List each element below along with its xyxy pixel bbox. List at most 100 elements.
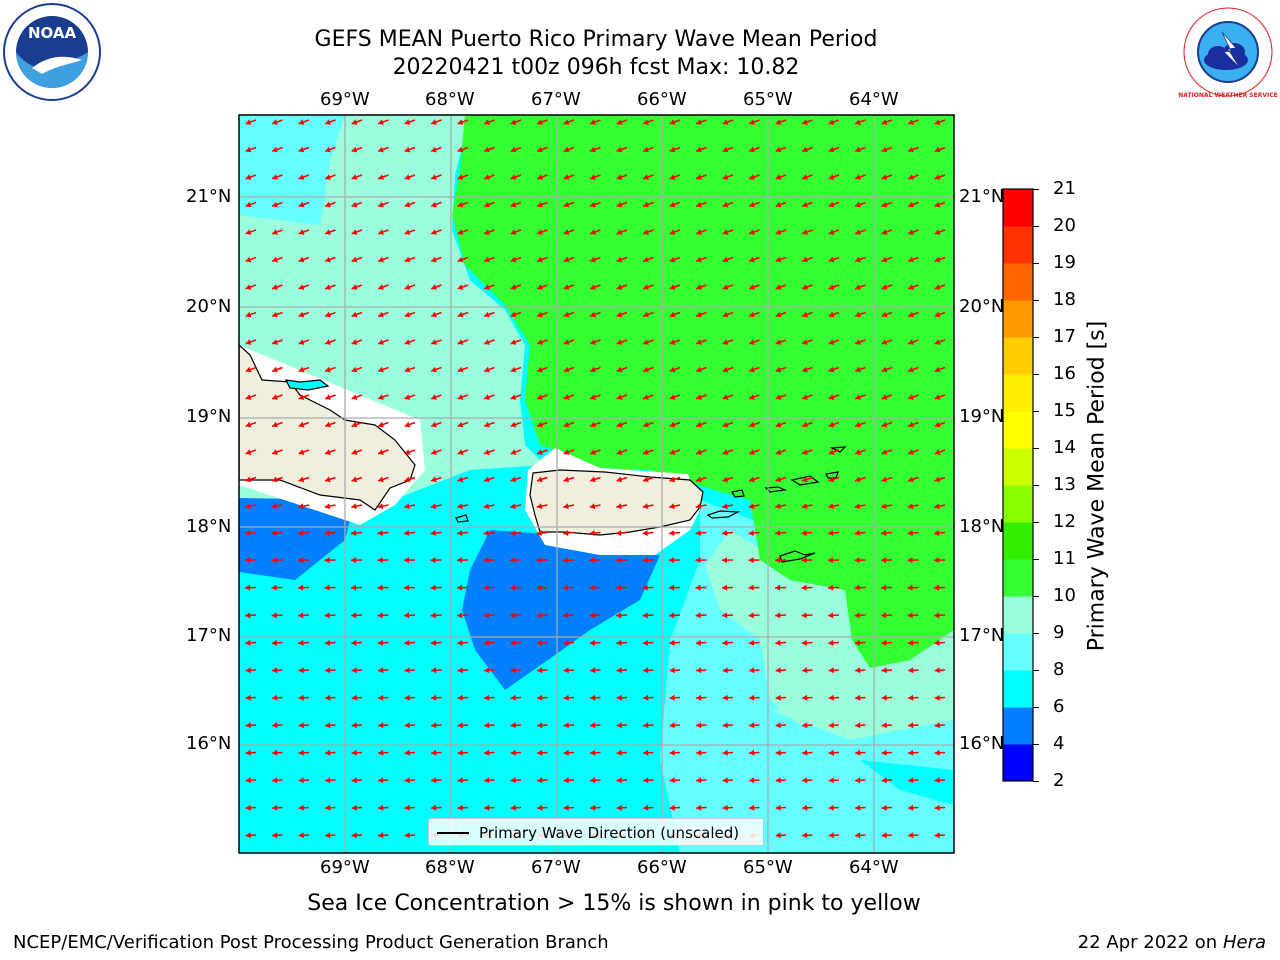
wave-arrow-head — [404, 201, 411, 208]
wave-arrow-head — [325, 339, 331, 345]
wave-arrow-head — [696, 229, 702, 235]
wave-arrow-head — [537, 284, 543, 290]
wave-arrow-head — [377, 639, 384, 646]
wave-arrow-head — [590, 119, 596, 125]
wave-arrow-head — [881, 612, 887, 619]
wave-arrow-head — [696, 777, 702, 784]
wave-arrow-head — [298, 201, 305, 208]
wave-arrow-head — [855, 421, 861, 428]
wave-arrow-head — [669, 339, 676, 345]
wave-arrow-head — [801, 557, 807, 564]
wave-arrow-head — [457, 639, 463, 646]
wave-arrow-head — [775, 639, 781, 646]
wave-arrow-head — [616, 804, 622, 811]
wave-arrow-head — [510, 256, 517, 263]
wave-arrow-head — [934, 256, 941, 263]
wave-arrow-head — [934, 339, 941, 345]
wave-arrow-head — [245, 421, 252, 428]
colorbar-tick-label: 10 — [1053, 585, 1076, 606]
wave-arrow-head — [298, 476, 305, 483]
wave-arrow-head — [431, 339, 437, 345]
wave-direction-arrows — [244, 119, 946, 839]
wave-arrow-head — [404, 749, 410, 756]
wave-arrow-head — [669, 256, 676, 263]
wave-arrow-head — [722, 421, 729, 428]
wave-arrow-head — [934, 146, 941, 153]
wave-arrow-head — [325, 119, 331, 125]
wave-arrow-head — [802, 694, 808, 701]
wave-arrow-head — [775, 530, 781, 537]
wave-arrow-head — [431, 694, 437, 701]
wave-arrow-head — [616, 256, 623, 263]
wave-arrow-head — [802, 449, 808, 455]
colorbar-tick-mark — [1033, 447, 1039, 449]
wave-arrow-head — [245, 832, 251, 839]
wave-arrow-head — [484, 777, 490, 784]
wave-arrow-head — [563, 584, 569, 591]
wave-arrow-head — [298, 256, 305, 263]
wave-arrow-head — [457, 777, 463, 784]
wave-arrow-head — [643, 201, 649, 208]
wave-arrow-head — [404, 777, 410, 784]
wave-arrow-head — [855, 722, 861, 729]
wave-arrow-head — [855, 777, 861, 784]
wave-arrow-head — [802, 339, 808, 345]
wave-arrow-head — [934, 201, 941, 208]
wave-arrow-head — [404, 832, 410, 839]
wave-arrow-head — [749, 449, 755, 455]
wave-arrow-head — [881, 804, 887, 811]
map-frame — [238, 114, 955, 854]
colorbar-tick-label: 6 — [1053, 696, 1065, 717]
wave-arrow-head — [775, 694, 781, 701]
wave-arrow-head — [934, 722, 940, 729]
wave-arrow-head — [855, 832, 861, 839]
wave-arrow-head — [696, 146, 702, 153]
colorbar-segment — [1003, 189, 1033, 227]
wave-arrow-head — [404, 584, 410, 591]
wave-arrow-head — [325, 229, 331, 235]
wave-arrow-head — [749, 667, 755, 674]
wave-arrow-head — [245, 174, 252, 180]
wave-arrow-head — [537, 366, 543, 373]
wave-arrow-head — [855, 366, 861, 373]
wave-arrow-head — [828, 584, 834, 591]
wave-arrow-head — [351, 256, 358, 263]
wave-arrow-head — [325, 749, 331, 756]
wave-arrow-head — [378, 146, 384, 153]
wave-arrow-head — [484, 694, 490, 701]
wave-arrow-head — [934, 612, 940, 619]
wave-arrow-head — [696, 284, 702, 290]
wave-arrow-head — [907, 639, 914, 646]
wave-arrow-head — [696, 174, 702, 180]
wave-arrow-head — [431, 722, 437, 729]
lat-label-right: 18°N — [959, 516, 1005, 537]
wave-arrow-head — [590, 421, 596, 428]
wave-arrow-head — [802, 311, 808, 318]
wave-arrow-head — [748, 639, 755, 646]
colorbar-tick-label: 11 — [1053, 548, 1076, 569]
wave-arrow-head — [510, 612, 516, 619]
wave-arrow-head — [404, 612, 410, 619]
colorbar-tick-mark — [1033, 262, 1039, 264]
wave-arrow-head — [590, 449, 596, 455]
wave-arrow-head — [616, 394, 623, 400]
lon-label-top: 67°W — [531, 89, 581, 110]
wave-arrow-head — [245, 311, 252, 318]
wave-arrow-head — [907, 503, 914, 510]
wave-arrow-head — [590, 394, 596, 400]
wave-arrow-head — [378, 421, 384, 428]
wave-arrow-head — [298, 339, 305, 345]
wave-arrow-head — [669, 229, 676, 235]
wave-arrow-head — [325, 311, 331, 318]
wave-arrow-head — [325, 667, 331, 674]
wave-arrow-head — [510, 639, 516, 646]
wave-arrow-head — [908, 667, 914, 674]
wave-arrow-head — [775, 366, 782, 373]
wave-arrow-head — [298, 229, 305, 235]
wave-arrow-head — [298, 694, 304, 701]
colorbar-segment — [1003, 337, 1033, 375]
wave-arrow-head — [855, 146, 861, 153]
wave-arrow-head — [457, 284, 464, 290]
wave-arrow-head — [457, 174, 464, 180]
